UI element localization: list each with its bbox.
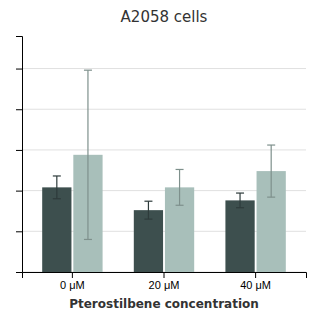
error-bar-cap <box>53 175 61 176</box>
chart: 0 μM 20 μM 40 μM A2058 cells Pterostilbene c… <box>0 0 320 320</box>
x-tick-mark <box>255 272 256 278</box>
error-bar <box>236 193 244 208</box>
bar <box>225 200 254 272</box>
title: A2058 cells <box>121 8 208 26</box>
grid-line <box>22 149 306 150</box>
error-bar <box>144 201 152 219</box>
bar <box>42 187 71 272</box>
bar <box>134 210 163 272</box>
grid-line <box>22 109 306 110</box>
x-tick: 0 μM <box>60 272 85 291</box>
error-bar-line <box>271 145 272 197</box>
y-tick <box>16 272 22 273</box>
x-tick-mark <box>164 272 165 278</box>
error-bar-cap <box>176 169 184 170</box>
y-tick-mark <box>16 231 22 232</box>
error-bar-line <box>179 169 180 205</box>
y-tick-mark <box>16 191 22 192</box>
y-tick <box>16 109 22 110</box>
error-bar-line <box>239 193 240 208</box>
y-tick <box>16 231 22 232</box>
plot: 0 μM 20 μM 40 μM <box>16 37 307 291</box>
error-bar-cap <box>176 205 184 206</box>
error-bar-cap <box>53 198 61 199</box>
x-tick-label: 0 μM <box>60 279 85 291</box>
error-bar-cap <box>267 197 275 198</box>
x-axis-line <box>23 273 307 279</box>
x-tick-label: 40 μM <box>240 279 271 291</box>
x-tick: 20 μM <box>149 272 180 291</box>
error-bar-cap <box>144 201 152 202</box>
error-bar <box>53 176 61 199</box>
error-bar-line <box>56 176 57 199</box>
y-tick-mark <box>16 69 22 70</box>
bar-series <box>73 70 285 272</box>
error-bar <box>84 70 92 239</box>
error-bar-cap <box>236 207 244 208</box>
error-bar-line <box>148 201 149 219</box>
x-tick-mark <box>72 272 73 278</box>
y-tick-mark <box>16 272 22 273</box>
error-bar-cap <box>236 192 244 193</box>
error-bar-cap <box>267 144 275 145</box>
error-bar-line <box>87 70 88 239</box>
y-tick <box>16 69 22 70</box>
error-bar-cap <box>144 219 152 220</box>
y-tick-mark <box>16 150 22 151</box>
error-bar-cap <box>84 70 92 71</box>
y-tick <box>16 191 22 192</box>
x-axis-title: Pterostilbene concentration <box>69 297 259 311</box>
marks <box>42 70 286 272</box>
y-axis-line <box>16 37 23 273</box>
x-tick: 40 μM <box>240 272 271 291</box>
y-tick <box>16 150 22 151</box>
grid-line <box>22 68 306 69</box>
y-axis <box>16 37 23 273</box>
y-tick-mark <box>16 109 22 110</box>
x-tick-label: 20 μM <box>149 279 180 291</box>
error-bar <box>267 145 275 197</box>
error-bar <box>176 169 184 205</box>
grid <box>22 69 306 272</box>
error-bar-cap <box>84 239 92 240</box>
x-axis: 0 μM 20 μM 40 μM <box>23 272 307 291</box>
